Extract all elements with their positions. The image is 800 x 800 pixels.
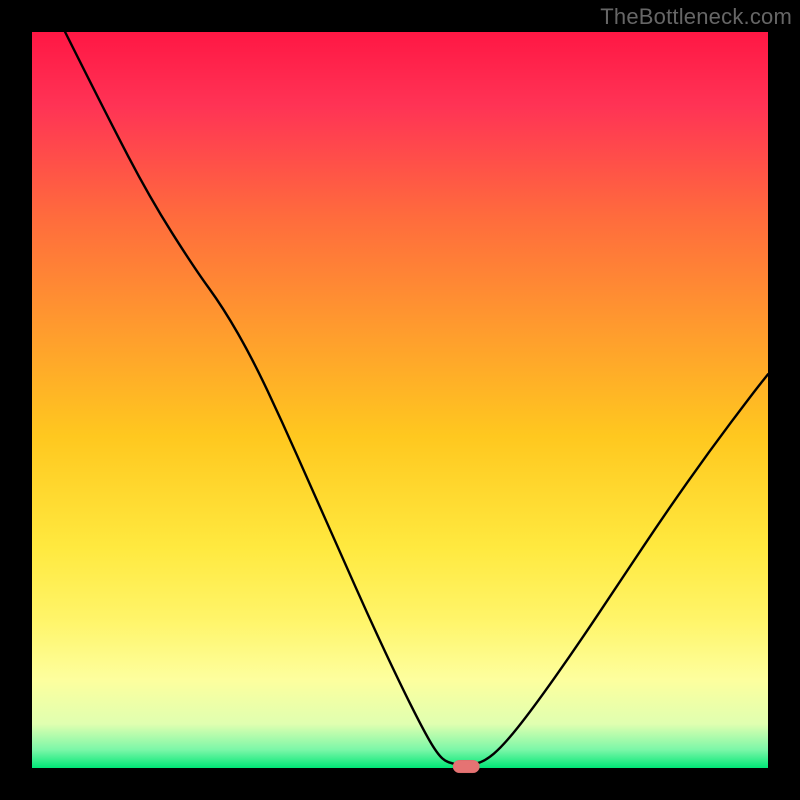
- chart-container: TheBottleneck.com: [0, 0, 800, 800]
- optimal-marker: [453, 760, 479, 773]
- watermark-text: TheBottleneck.com: [600, 4, 792, 30]
- plot-background: [32, 32, 768, 768]
- bottleneck-chart: [0, 0, 800, 800]
